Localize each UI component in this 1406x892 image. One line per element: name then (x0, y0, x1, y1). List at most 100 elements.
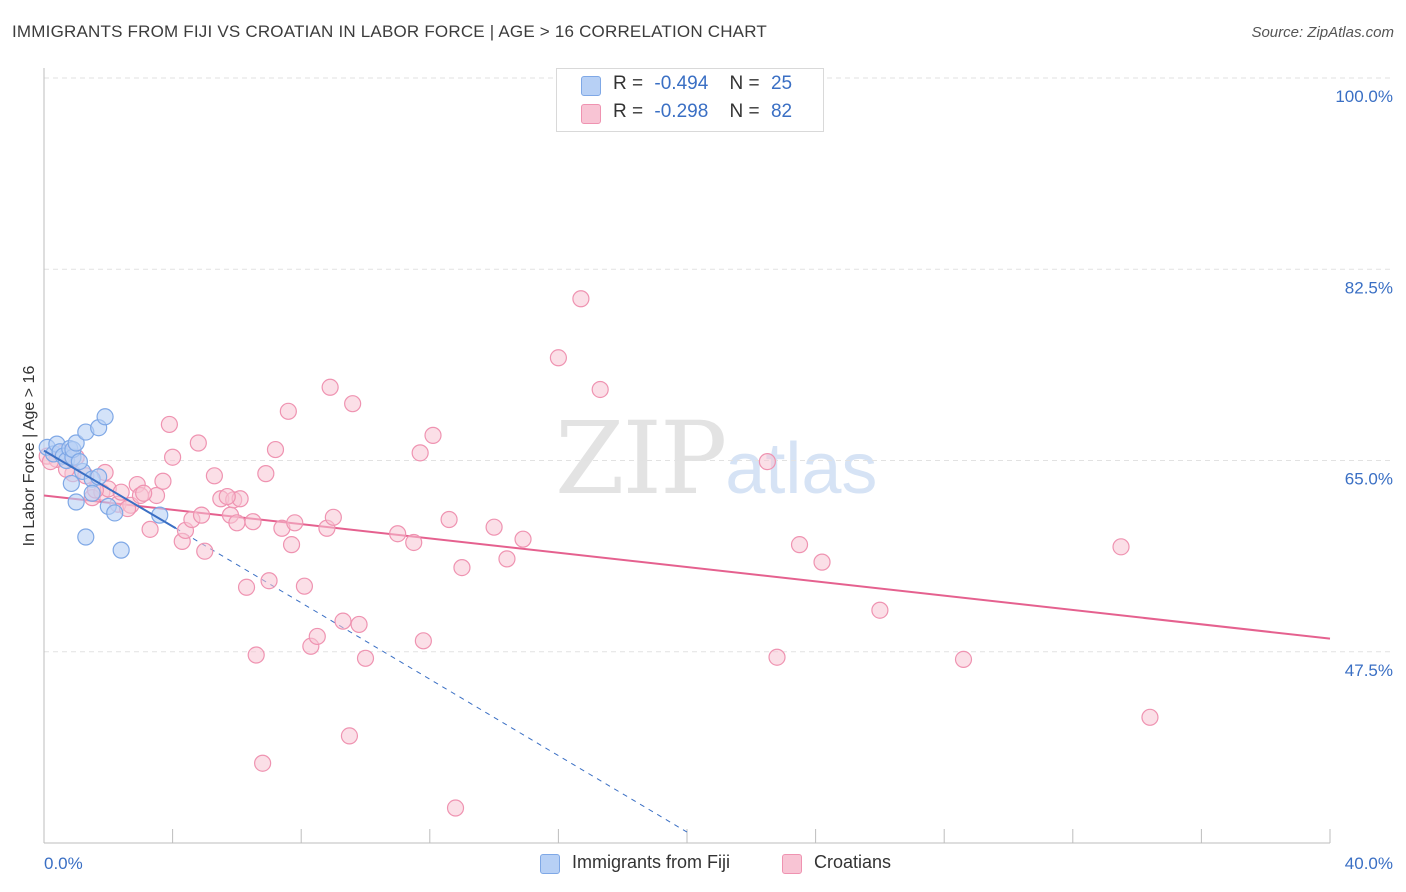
watermark-zip: ZIP (555, 400, 727, 517)
fiji-point (96, 408, 114, 426)
croatians-point (154, 472, 172, 490)
croatians-point (424, 426, 442, 444)
croatians-point (218, 487, 236, 506)
fiji-swatch (581, 76, 601, 96)
y-tick-label: 100.0% (1335, 87, 1393, 106)
bottom-croatians-swatch (782, 854, 802, 874)
croatians-point (572, 290, 590, 308)
croatians-point (591, 380, 609, 399)
fiji-point (112, 541, 130, 559)
croatians-point (141, 520, 159, 538)
croatians-point (228, 514, 246, 532)
legend-fiji-text: R = -0.494 N = 25 (613, 73, 792, 95)
fiji-point (67, 493, 85, 511)
y-tick-label: 65.0% (1345, 470, 1393, 489)
croatians-point (254, 754, 272, 772)
croatians-point (405, 533, 423, 552)
fiji-point (83, 484, 101, 502)
croatians-point (954, 650, 973, 669)
croatians-point (340, 727, 359, 745)
croatians-point (344, 395, 362, 413)
croatians-point (549, 349, 568, 367)
croatians-point (350, 615, 368, 634)
x-tick-label-start: 0.0% (44, 854, 83, 873)
croatians-point (257, 465, 275, 483)
croatians-point (414, 632, 432, 650)
croatians-point (813, 553, 831, 571)
croatians-point (1112, 538, 1130, 556)
croatians-point (871, 601, 889, 619)
y-tick-label: 82.5% (1345, 278, 1393, 297)
croatians-point (324, 508, 342, 526)
y-tick-labels: 100.0% 82.5% 65.0% 47.5% (1335, 87, 1393, 680)
croatians-point (196, 542, 214, 560)
watermark: ZIPatlas (555, 400, 877, 517)
croatians-point (411, 444, 429, 462)
watermark-atlas: atlas (725, 429, 878, 509)
bottom-fiji-swatch (540, 854, 560, 874)
croatians-point (1141, 708, 1159, 726)
croatians-point (446, 799, 465, 817)
croatians-point (768, 648, 786, 666)
legend-croatians-r-label: R = (613, 101, 644, 122)
legend-croatians-n-value: 82 (770, 101, 793, 122)
croatians-point (279, 402, 297, 420)
legend-fiji-r-label: R = (613, 73, 644, 94)
croatians-point (356, 649, 375, 667)
croatians-point (453, 558, 471, 577)
trend-lines (43, 494, 1331, 833)
axes (43, 68, 1331, 844)
croatians-point (260, 572, 278, 590)
croatians-point (308, 627, 326, 646)
croatians-point (498, 550, 516, 568)
croatians-point (237, 578, 256, 596)
croatians-point (758, 452, 776, 471)
fiji-point (67, 434, 85, 452)
fiji-point (106, 504, 124, 522)
legend-fiji-r-value: -0.494 (654, 73, 709, 94)
croatians-point (192, 506, 211, 524)
croatians-point (160, 415, 178, 434)
source-label: Source: ZipAtlas.com (1251, 24, 1394, 41)
croatians-point (790, 536, 809, 554)
fiji-trend-line (43, 449, 177, 530)
x-tick-labels: 0.0% 40.0% (44, 854, 1393, 873)
legend-croatians-n-label: N = (729, 101, 760, 122)
croatians-point (514, 530, 532, 548)
croatians-swatch (581, 104, 601, 124)
croatians-point (244, 513, 262, 531)
croatians-point (295, 577, 314, 595)
x-tick-label-end: 40.0% (1345, 854, 1393, 873)
croatians-point (485, 518, 503, 536)
fiji-trend-extension (175, 527, 688, 833)
fiji-points (38, 408, 177, 559)
croatians-point (247, 646, 265, 664)
croatians-point (205, 467, 223, 485)
croatians-points (38, 290, 1159, 817)
bottom-fiji-label: Immigrants from Fiji (572, 852, 731, 872)
legend-fiji-n-value: 25 (770, 73, 793, 94)
legend-croatians-r-value: -0.298 (654, 101, 709, 122)
chart-title: IMMIGRANTS FROM FIJI VS CROATIAN IN LABO… (12, 22, 767, 41)
fiji-point (62, 474, 80, 493)
croatians-point (135, 484, 153, 502)
croatians-point (266, 440, 285, 459)
y-tick-label: 47.5% (1345, 661, 1393, 680)
croatians-point (389, 525, 407, 543)
croatians-point (189, 434, 207, 452)
bottom-croatians-label: Croatians (814, 852, 892, 872)
croatians-point (286, 514, 304, 532)
fiji-point (77, 528, 95, 546)
legend-croatians-text: R = -0.298 N = 82 (613, 101, 792, 123)
fiji-point (70, 452, 88, 471)
correlation-legend: R = -0.494 N = 25 R = -0.298 N = 82 (556, 68, 824, 132)
legend-fiji-n-label: N = (729, 73, 760, 94)
croatians-point (321, 378, 339, 396)
croatians-point (282, 536, 301, 554)
y-axis-label: In Labor Force | Age > 16 (21, 366, 38, 547)
grid-lines (44, 77, 1394, 653)
croatians-point (440, 510, 458, 529)
croatians-point (334, 612, 352, 630)
croatians-point (164, 448, 182, 466)
